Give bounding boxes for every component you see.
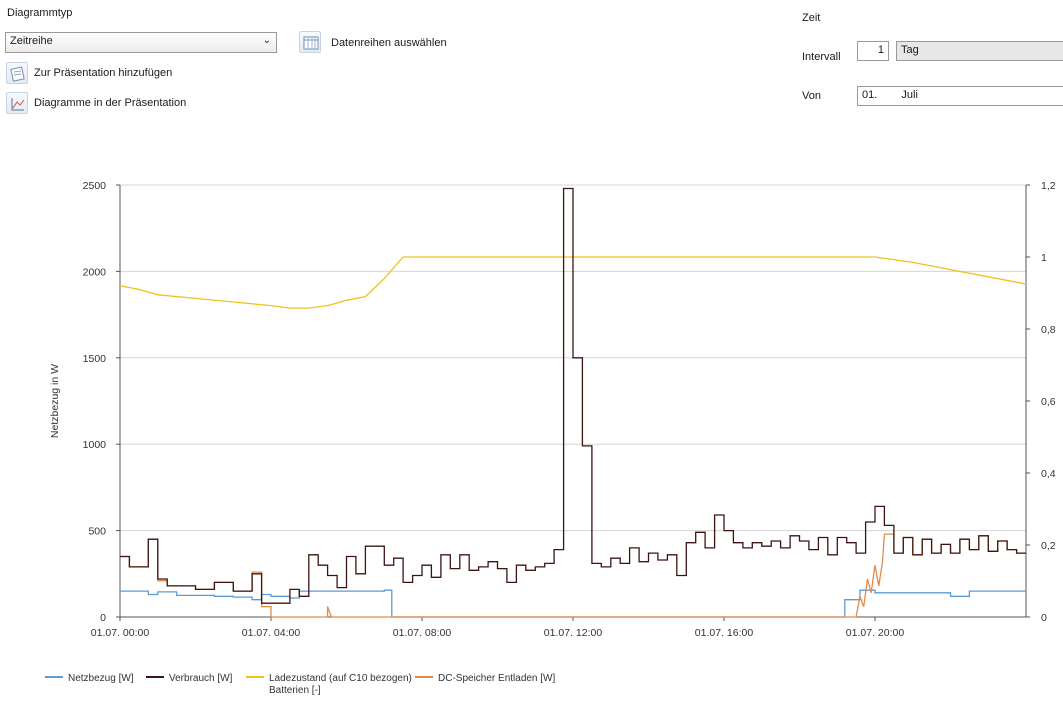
diagram-type-value: Zeitreihe <box>10 35 53 47</box>
chevron-down-icon: ⌄ <box>262 35 271 46</box>
x-tick-label: 01.07. 20:00 <box>846 627 905 639</box>
select-series-button[interactable] <box>299 31 321 53</box>
verbrauch-line <box>120 187 1026 604</box>
interval-label: Intervall <box>802 51 841 63</box>
presentation-add-icon <box>10 66 25 82</box>
select-series-label[interactable]: Datenreihen auswählen <box>331 37 447 49</box>
y-tick-label-right: 1,2 <box>1041 180 1056 192</box>
from-month: Juli <box>901 89 918 101</box>
y-tick-label-left: 1500 <box>83 353 107 365</box>
y-tick-label-right: 0,2 <box>1041 540 1056 552</box>
y-tick-label-right: 0 <box>1041 612 1047 624</box>
legend-netzbezug-label: Netzbezug [W] <box>68 673 134 684</box>
from-date-field[interactable]: 01. Juli <box>857 86 1063 106</box>
legend-verbrauch-label: Verbrauch [W] <box>169 673 233 684</box>
interval-value-field[interactable]: 1 <box>857 41 889 61</box>
x-tick-label: 01.07. 16:00 <box>695 627 754 639</box>
add-to-presentation-label[interactable]: Zur Präsentation hinzufügen <box>34 67 173 79</box>
y-tick-label-right: 1 <box>1041 252 1047 264</box>
y-tick-label-left: 2000 <box>83 266 107 278</box>
legend-ladezustand-label: Ladezustand (auf C10 bezogen) <box>269 673 412 684</box>
diagrams-in-presentation-button[interactable] <box>6 92 28 114</box>
y-tick-label-right: 0,4 <box>1041 468 1056 480</box>
x-tick-label: 01.07. 04:00 <box>242 627 301 639</box>
add-to-presentation-button[interactable] <box>6 62 28 84</box>
legend-dc-speicher-label: DC-Speicher Entladen [W] <box>438 673 555 684</box>
y-tick-label-right: 0,6 <box>1041 396 1056 408</box>
legend-ladezustand-label-line2: Batterien [-] <box>269 685 321 696</box>
y-tick-label-left: 500 <box>88 526 106 538</box>
netzbezug-line <box>120 589 1026 618</box>
y-tick-label-right: 0,8 <box>1041 324 1056 336</box>
ladezustand-line <box>119 256 1027 309</box>
diagrams-in-presentation-label[interactable]: Diagramme in der Präsentation <box>34 97 187 109</box>
x-tick-label: 01.07. 08:00 <box>393 627 452 639</box>
y-axis-label: Netzbezug in W <box>49 364 61 438</box>
x-tick-label: 01.07. 00:00 <box>91 627 150 639</box>
from-label: Von <box>802 90 821 102</box>
diagram-type-label: Diagrammtyp <box>7 7 73 19</box>
table-icon <box>303 36 319 50</box>
from-day: 01. <box>862 89 878 101</box>
x-tick-label: 01.07. 12:00 <box>544 627 603 639</box>
time-label: Zeit <box>802 12 821 24</box>
line-chart-icon <box>11 98 25 111</box>
y-tick-label-left: 1000 <box>83 439 107 451</box>
diagram-type-select[interactable]: Zeitreihe ⌄ <box>5 32 277 53</box>
y-tick-label-left: 2500 <box>83 180 107 192</box>
dc-speicher-line <box>120 533 1026 618</box>
y-tick-label-left: 0 <box>100 612 106 624</box>
interval-unit-select[interactable]: Tag <box>896 41 1063 61</box>
